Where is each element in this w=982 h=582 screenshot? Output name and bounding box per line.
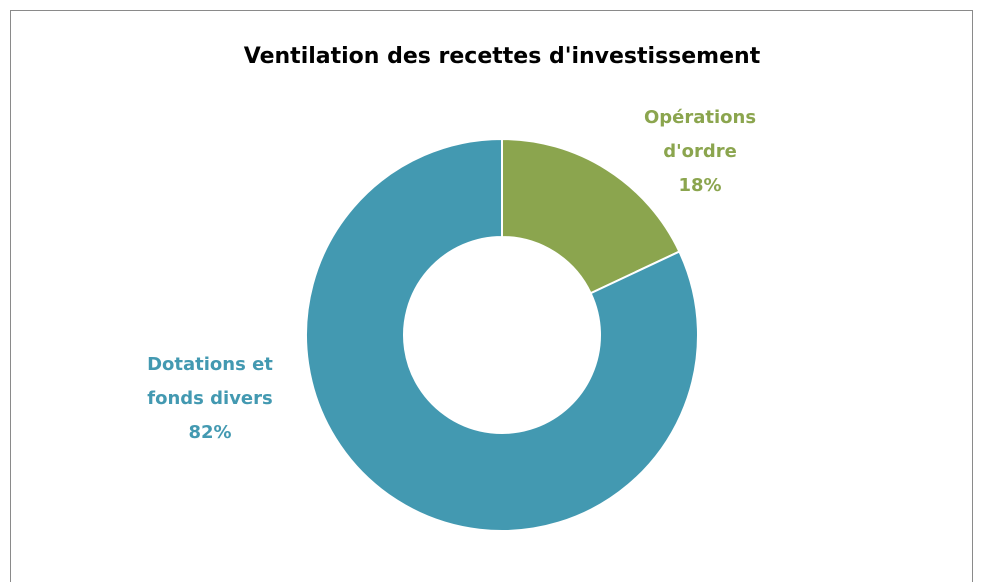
category-label: Dotations et fonds divers [147,354,273,409]
chart-frame [10,10,973,582]
slice-label: Dotations et fonds divers 82% [120,348,300,450]
chart-title: Ventilation des recettes d'investissemen… [244,44,761,69]
donut-slice [305,137,699,532]
category-label: Opérations d'ordre [643,107,757,162]
slice-label: Opérations d'ordre 18% [610,101,790,203]
value-label: 18% [678,175,722,196]
donut-slice [501,137,681,295]
value-label: 82% [188,422,232,443]
